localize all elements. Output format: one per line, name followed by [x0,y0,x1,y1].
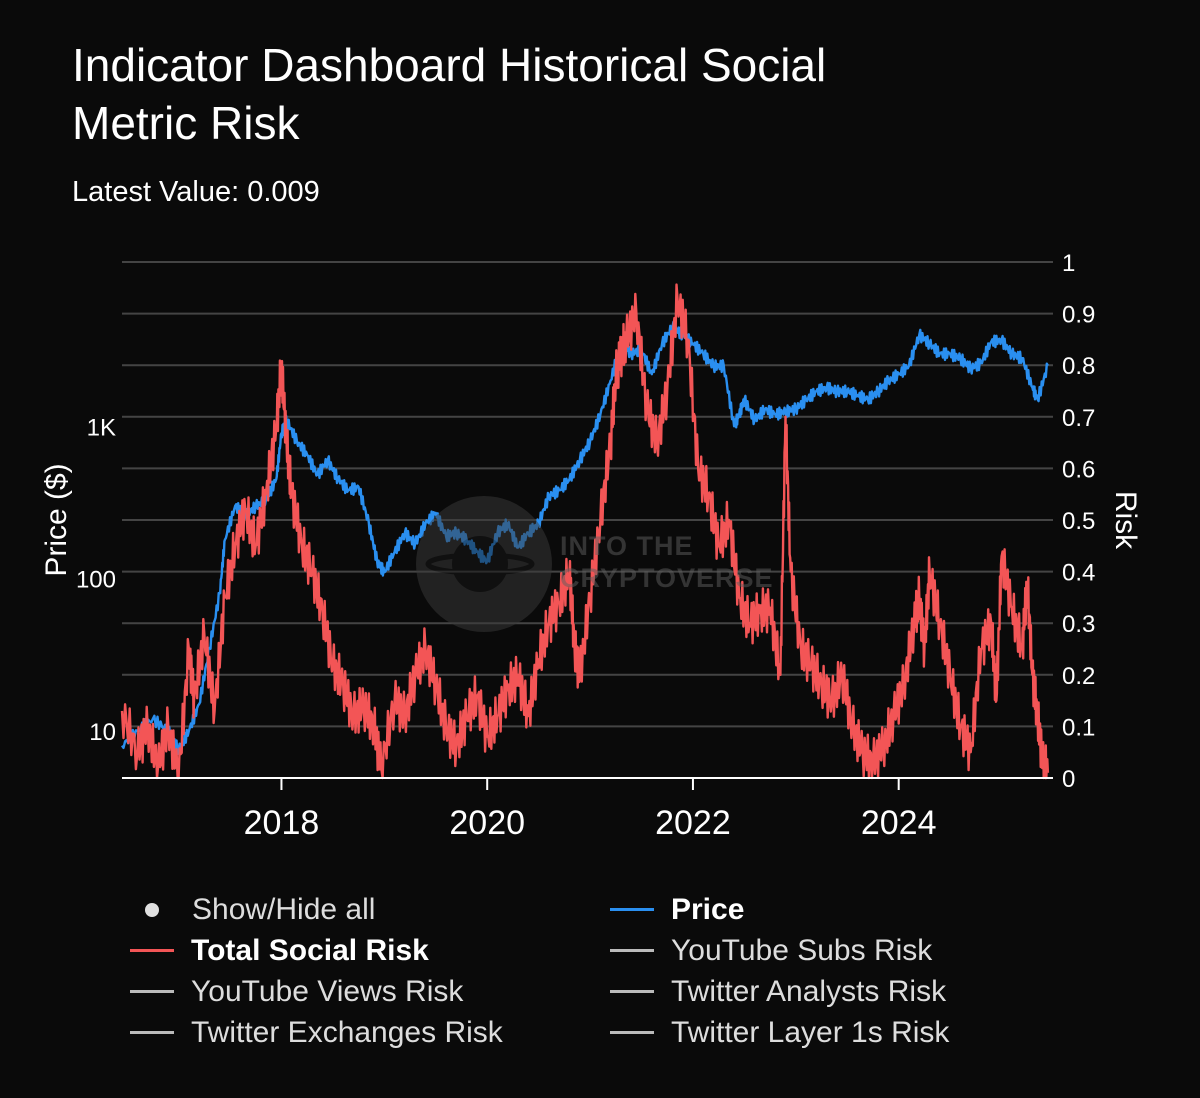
y-axis-left-label: Price ($) [40,463,73,576]
y-right-tick-label: 0.4 [1062,560,1095,587]
x-tick-label: 2022 [655,804,731,842]
series-line-price [120,320,1049,756]
latest-value-subtitle: Latest Value: 0.009 [72,176,320,208]
chart-title: Indicator Dashboard Historical Social Me… [72,39,827,149]
legend-label: YouTube Views Risk [191,974,464,1008]
y-axis-right-label: Risk [1109,491,1142,550]
legend-item-total-social-risk[interactable]: Total Social Risk [130,933,610,968]
gridlines [122,261,1053,728]
series-line-total-social-risk [120,283,1050,780]
axis-ticks: 0 0.1 0.2 0.3 0.4 0.5 0.6 0.7 0.8 0.9 1 10 100 1K 2018… [76,250,1095,842]
y-right-tick-label: 0.9 [1062,302,1095,329]
legend: Show/Hide all Price Total Social Risk YouTu… [130,892,1090,1050]
legend-swatch-twitter-analysts-risk [610,990,654,993]
y-right-tick-label: 0.7 [1062,405,1095,432]
legend-label: YouTube Subs Risk [671,933,933,967]
legend-label: Twitter Exchanges Risk [191,1015,503,1049]
y-left-tick-label: 100 [76,567,116,594]
legend-swatch-twitter-exchanges-risk [130,1031,174,1034]
legend-item-show-hide-all[interactable]: Show/Hide all [130,892,610,927]
legend-swatch-twitter-layer-1s-risk [610,1031,654,1034]
y-left-tick-label: 1K [87,414,116,441]
y-left-tick-label: 10 [89,719,116,746]
toggle-all-dot-icon [145,902,159,917]
legend-swatch-price [610,908,654,911]
y-right-tick-label: 0.2 [1062,663,1095,690]
y-right-tick-label: 0.6 [1062,456,1095,483]
legend-item-youtube-views-risk[interactable]: YouTube Views Risk [130,974,610,1009]
legend-label: Price [671,892,745,926]
planet-logo-icon [416,496,552,632]
x-tick-label: 2024 [861,804,937,842]
legend-swatch-youtube-views-risk [130,990,174,993]
plot-area: 0 0.1 0.2 0.3 0.4 0.5 0.6 0.7 0.8 0.9 1 10 100 1K 2018… [40,250,1142,842]
legend-swatch-total-social-risk [130,949,174,952]
y-right-tick-label: 0.5 [1062,508,1095,535]
watermark-line-2: CRYPTOVERSE [560,563,774,593]
y-right-tick-label: 0.3 [1062,611,1095,638]
legend-swatch-youtube-subs-risk [610,949,654,952]
legend-item-twitter-layer-1s-risk[interactable]: Twitter Layer 1s Risk [610,1015,1090,1050]
x-tick-label: 2018 [244,804,320,842]
legend-label: Twitter Analysts Risk [671,974,947,1008]
y-right-tick-label: 0.1 [1062,714,1095,741]
legend-item-price[interactable]: Price [610,892,1090,927]
legend-label: Twitter Layer 1s Risk [671,1015,950,1049]
watermark: INTO THE CRYPTOVERSE [414,494,773,639]
legend-item-twitter-exchanges-risk[interactable]: Twitter Exchanges Risk [130,1015,610,1050]
legend-item-youtube-subs-risk[interactable]: YouTube Subs Risk [610,933,1090,968]
legend-label: Show/Hide all [192,892,376,926]
legend-label: Total Social Risk [191,933,429,967]
legend-item-twitter-analysts-risk[interactable]: Twitter Analysts Risk [610,974,1090,1009]
y-right-tick-label: 0.8 [1062,353,1095,380]
series-lines [120,283,1050,780]
y-right-tick-label: 0 [1062,766,1075,793]
watermark-line-1: INTO THE [560,531,694,561]
x-tick-label: 2020 [449,804,525,842]
y-right-tick-label: 1 [1062,250,1075,277]
